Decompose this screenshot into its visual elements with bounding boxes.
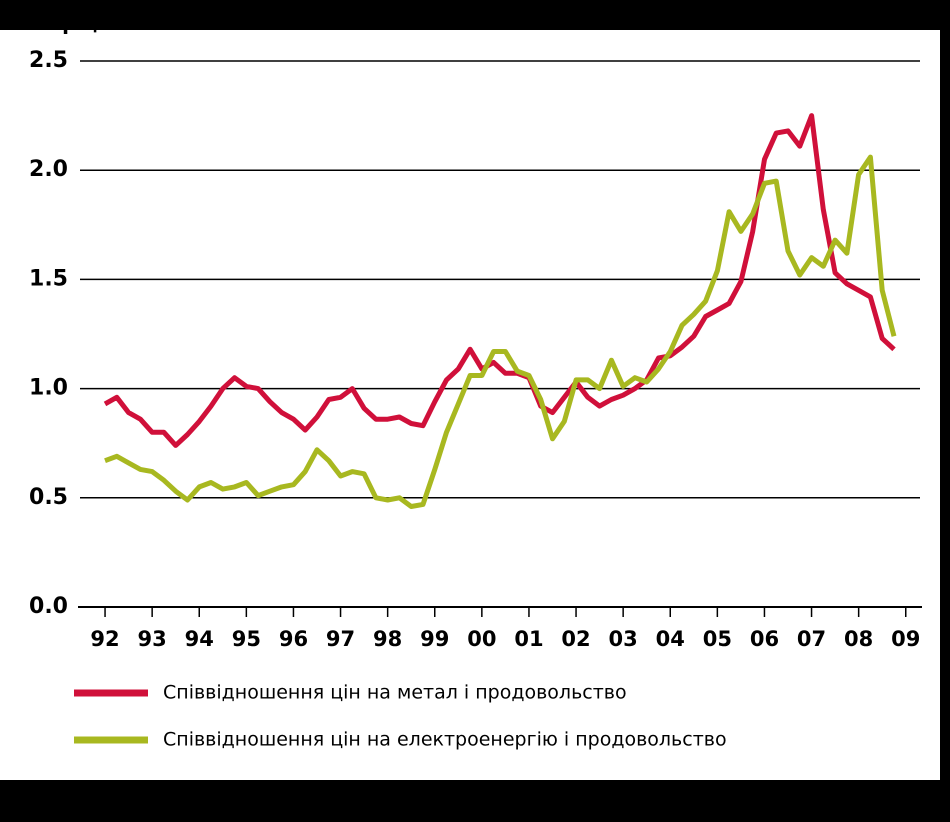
series-line xyxy=(104,154,897,509)
top-band xyxy=(0,0,950,30)
x-tick-label: 95 xyxy=(232,627,261,651)
x-tick-label: 92 xyxy=(90,627,119,651)
right-band xyxy=(940,0,950,822)
x-tick-label: 99 xyxy=(420,627,449,651)
y-tick-label: 1.5 xyxy=(29,266,68,291)
x-tick-label: 07 xyxy=(797,627,826,651)
x-tick-label: 03 xyxy=(609,627,638,651)
x-tick-label: 06 xyxy=(750,627,779,651)
y-tick-label: 0.0 xyxy=(29,594,68,619)
y-tick-label: 2.0 xyxy=(29,157,68,182)
x-tick-label: 05 xyxy=(703,627,732,651)
y-tick-label: 2.5 xyxy=(29,48,68,73)
x-tick-label: 98 xyxy=(373,627,402,651)
x-tick-label: 02 xyxy=(561,627,590,651)
legend-label: Співвідношення цін на електроенергію і п… xyxy=(163,729,727,751)
plot-background xyxy=(0,0,940,780)
x-tick-label: 01 xyxy=(514,627,543,651)
x-tick-label: 97 xyxy=(326,627,355,651)
bottom-band xyxy=(0,780,950,822)
y-tick-label: 1.0 xyxy=(29,376,68,401)
y-tick-label: 0.5 xyxy=(29,485,68,510)
x-tick-label: 08 xyxy=(844,627,873,651)
series-line xyxy=(103,113,896,448)
x-tick-label: 94 xyxy=(185,627,214,651)
x-tick-label: 96 xyxy=(279,627,308,651)
x-tick-label: 93 xyxy=(138,627,167,651)
x-tick-label: 00 xyxy=(467,627,496,651)
x-tick-label: 09 xyxy=(891,627,920,651)
x-tick-label: 04 xyxy=(656,627,685,651)
legend-label: Співвідношення цін на метал і продовольс… xyxy=(163,682,627,704)
